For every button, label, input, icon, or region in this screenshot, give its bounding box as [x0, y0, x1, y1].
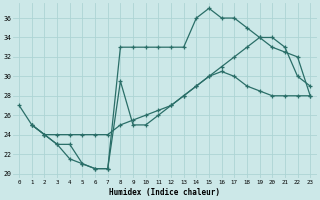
X-axis label: Humidex (Indice chaleur): Humidex (Indice chaleur) [109, 188, 220, 197]
